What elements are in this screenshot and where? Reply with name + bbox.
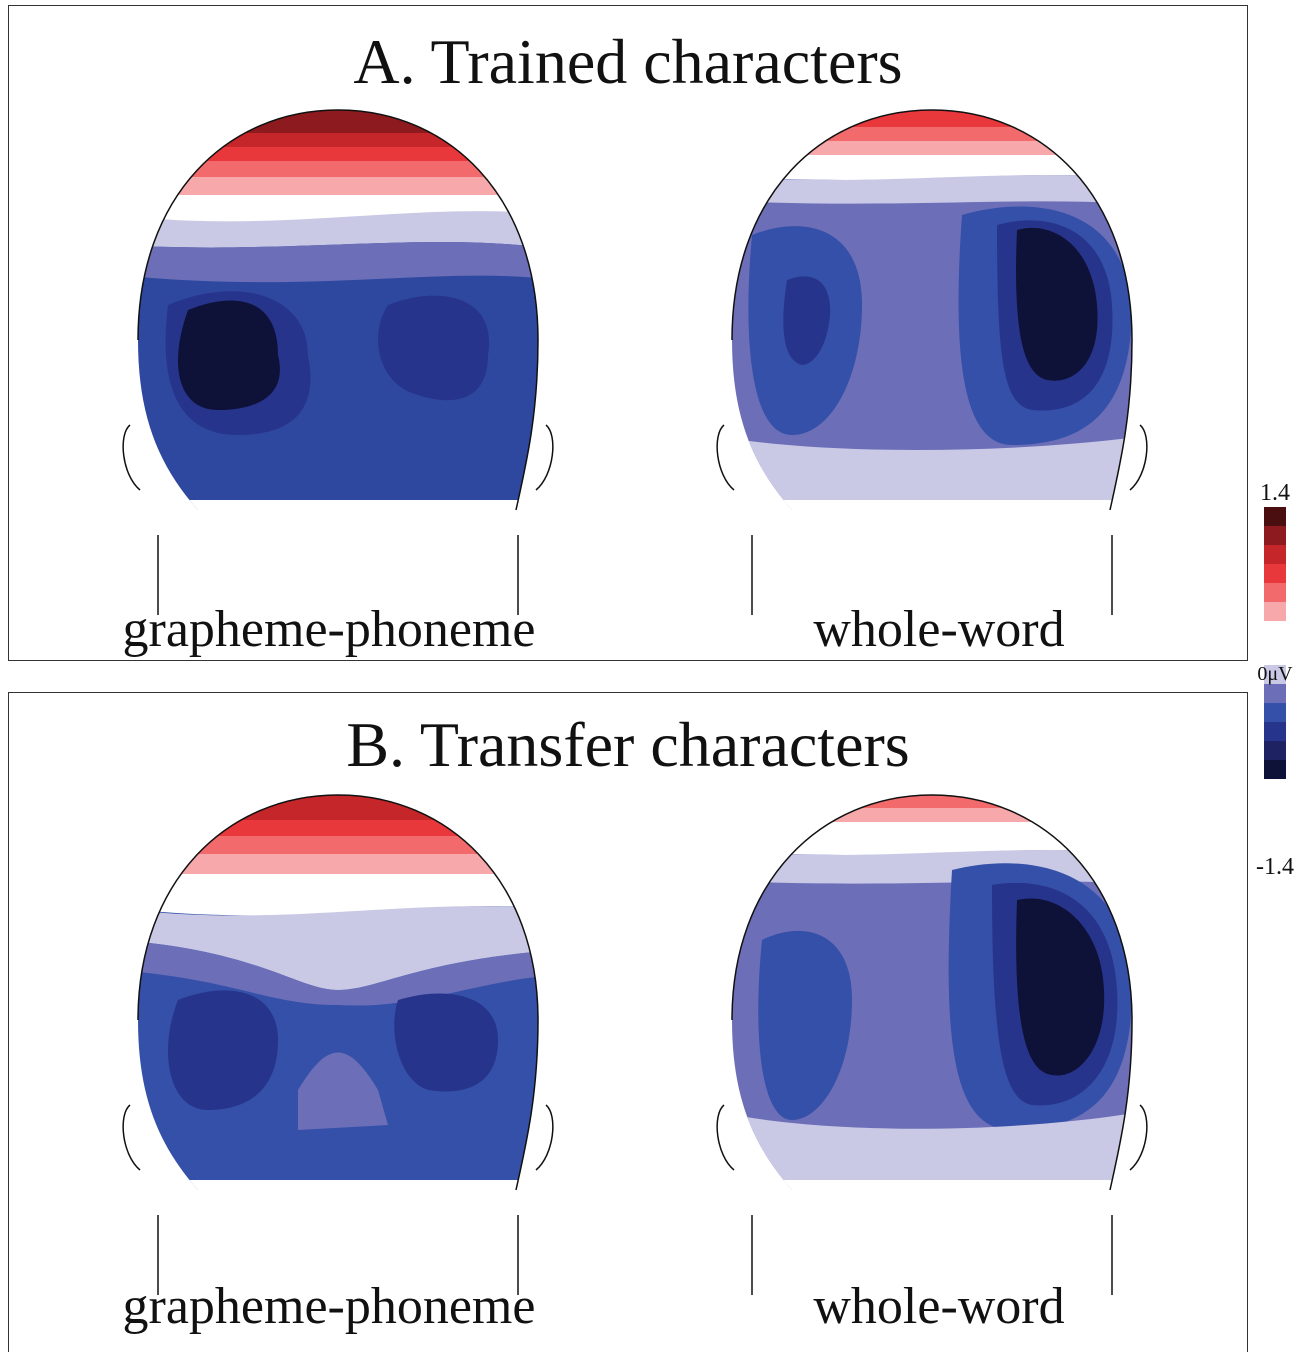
colorbar-min-label: -1.4 (1256, 854, 1294, 880)
colorbar-positive-swatch (1264, 545, 1286, 564)
topomap-b-grapheme-phoneme (122, 794, 554, 1295)
colorbar-negative-swatch (1264, 684, 1286, 703)
colorbar-negative-swatch (1264, 722, 1286, 741)
colorbar-positive-swatch (1264, 602, 1286, 621)
colorbar-positive-swatch (1264, 507, 1286, 526)
colorbar-positive (1264, 507, 1286, 621)
colorbar-negative-swatch (1264, 665, 1286, 684)
colorbar (1264, 507, 1286, 779)
colorbar-positive-swatch (1264, 526, 1286, 545)
panel-title: B. Transfer characters (346, 709, 910, 780)
panel-title: A. Trained characters (353, 26, 903, 97)
condition-label-grapheme-phoneme: grapheme-phoneme (122, 601, 536, 658)
condition-label-grapheme-phoneme: grapheme-phoneme (122, 1278, 536, 1335)
topomap-a-grapheme-phoneme (122, 109, 554, 615)
topomap-a-whole-word (716, 109, 1148, 615)
colorbar-negative (1264, 665, 1286, 779)
colorbar-negative-swatch (1264, 703, 1286, 722)
colorbar-negative-swatch (1264, 741, 1286, 760)
colorbar-positive-swatch (1264, 564, 1286, 583)
colorbar-negative-swatch (1264, 760, 1286, 779)
colorbar-max-label: 1.4 (1260, 480, 1290, 506)
condition-label-whole-word: whole-word (813, 1278, 1065, 1335)
colorbar-positive-swatch (1264, 583, 1286, 602)
condition-label-whole-word: whole-word (813, 601, 1065, 658)
topomap-b-whole-word (716, 794, 1148, 1295)
colorbar-zero-label: 0μV (1257, 663, 1293, 685)
